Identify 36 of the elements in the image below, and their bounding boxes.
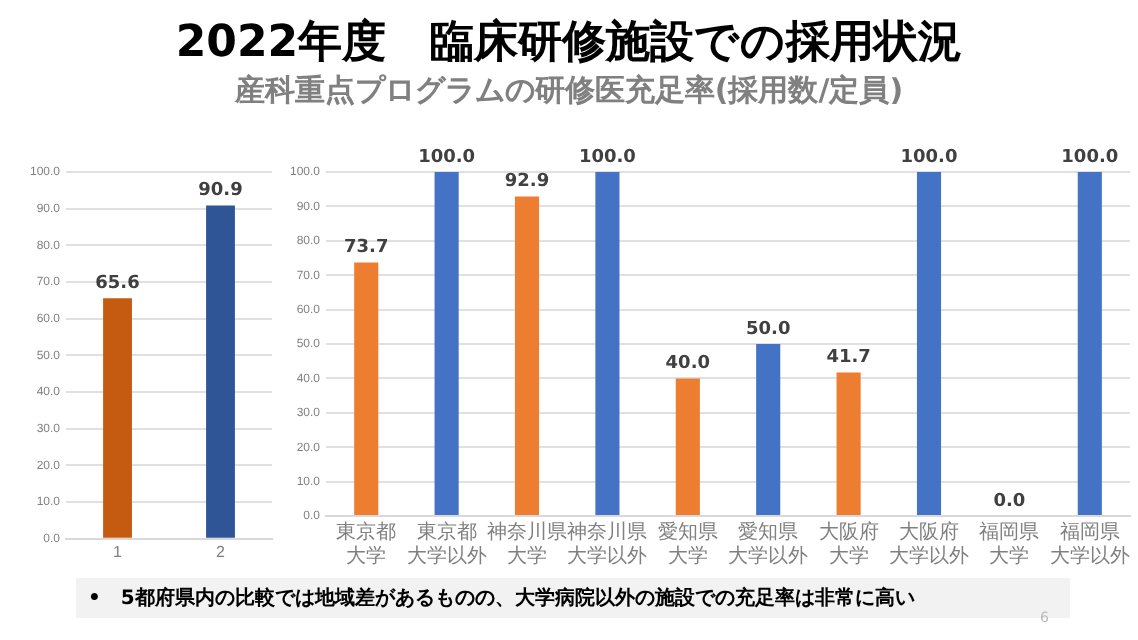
data-label: 73.7	[344, 238, 389, 259]
data-label: 41.7	[826, 348, 871, 369]
chart-subtitle: 産科重点プログラムの研修医充足率(採用数/定員)	[232, 72, 906, 110]
data-label: 100.0	[578, 147, 636, 168]
x-tick-label: 福岡県大学	[979, 519, 1040, 568]
bar	[354, 262, 379, 515]
x-tick-label: 愛知県大学	[657, 519, 718, 568]
x-tick-label: 神奈川県大学	[487, 519, 568, 568]
bar	[434, 172, 459, 515]
bar	[1077, 172, 1102, 515]
data-label: 50.0	[745, 319, 791, 340]
x-tick-label: 東京都大学	[336, 519, 397, 568]
bar	[514, 196, 540, 515]
x-tick-label: 愛知県大学以外	[728, 519, 809, 568]
data-label: 100.0	[1061, 147, 1119, 168]
bar	[675, 378, 700, 515]
x-tick-label: 神奈川県大学以外	[567, 519, 648, 568]
x-tick-label: 1	[113, 542, 124, 561]
data-label: 65.6	[95, 273, 140, 294]
bar	[756, 344, 781, 515]
bar	[595, 172, 620, 515]
data-label: 90.9	[198, 181, 243, 202]
data-label: 0.0	[993, 491, 1026, 512]
data-label: 100.0	[900, 147, 958, 168]
data-label: 92.9	[504, 172, 550, 193]
text: • 5都府県内の比較では地域差があるものの、大学病院以外の施設での充足率は非常に高い	[88, 588, 915, 610]
data-label: 100.0	[418, 147, 476, 168]
x-tick-label: 大阪府大学	[818, 519, 879, 568]
x-tick-label: 大阪府大学以外	[889, 519, 970, 568]
x-tick-label: 東京都大学以外	[406, 519, 487, 568]
bar	[836, 372, 861, 515]
text: 2022年度 臨床研修施設での採用状況	[173, 15, 965, 72]
x-tick-label: 2	[216, 542, 227, 561]
data-label: 40.0	[665, 354, 711, 375]
bar	[916, 172, 942, 515]
x-tick-label: 福岡県大学以外	[1049, 519, 1130, 568]
